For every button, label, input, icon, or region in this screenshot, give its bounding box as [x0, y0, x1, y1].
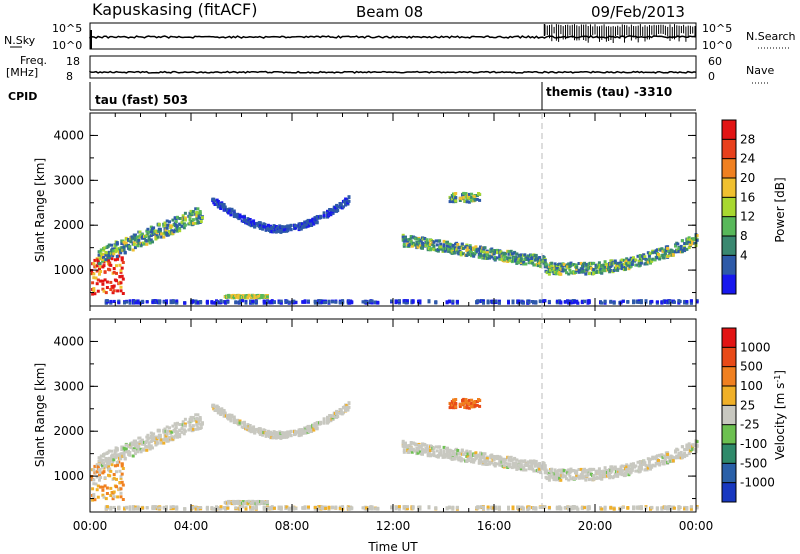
colorbar-swatch — [722, 463, 736, 484]
power-axes: 1000 2000 3000 4000 — [53, 112, 697, 311]
power-colorbar-label: Power [dB] — [773, 177, 787, 242]
colorbar-swatch — [722, 139, 736, 160]
colorbar-tick: 1000 — [740, 340, 771, 354]
power-colorbar: 28 24 20 16 12 8 4 — [721, 119, 755, 295]
colorbar-swatch — [722, 197, 736, 218]
ytick-label: 4000 — [53, 334, 84, 348]
freq-panel-frame — [89, 55, 697, 79]
colorbar-tick: 16 — [740, 190, 755, 204]
colorbar-tick: -100 — [740, 437, 767, 451]
xtick-label: 20:00 — [578, 519, 613, 533]
colorbar-swatch — [722, 274, 736, 295]
velocity-colorbar: 1000 500 100 25 -25 -100 -500 -1000 — [721, 327, 775, 503]
ytick-label: 3000 — [53, 173, 84, 187]
power-ylabel: Slant Range [km] — [33, 158, 47, 262]
nave-label: Nave — [746, 64, 774, 77]
colorbar-swatch — [722, 178, 736, 198]
colorbar-swatch — [722, 120, 736, 140]
cpid-segment-1: tau (fast) 503 — [95, 93, 188, 107]
colorbar-swatch — [722, 444, 736, 464]
colorbar-swatch — [722, 386, 736, 406]
colorbar-tick: 100 — [740, 379, 763, 393]
cpid-segment-2: themis (tau) -3310 — [546, 85, 672, 99]
xtick-label: 08:00 — [275, 519, 310, 533]
colorbar-tick: -1000 — [740, 476, 775, 490]
colorbar-tick: 4 — [740, 248, 748, 262]
colorbar-swatch — [722, 216, 736, 237]
velocity-panel-frame — [89, 318, 697, 513]
colorbar-tick: 500 — [740, 360, 763, 374]
colorbar-tick: -25 — [740, 418, 760, 432]
xtick-label: 16:00 — [477, 519, 512, 533]
colorbar-tick: 12 — [740, 210, 755, 224]
xtick-label: 12:00 — [376, 519, 411, 533]
colorbar-tick: 25 — [740, 398, 755, 412]
colorbar-swatch — [722, 424, 736, 445]
freq-unit: [MHz] — [6, 66, 38, 79]
colorbar-swatch — [722, 347, 736, 368]
xtick-label: 00:00 — [73, 519, 108, 533]
colorbar-tick: 28 — [740, 132, 755, 146]
nave-tick-top: 60 — [708, 55, 722, 68]
nsky-label: N.Sky — [4, 34, 36, 47]
colorbar-swatch — [722, 328, 736, 348]
colorbar-tick: 20 — [740, 171, 755, 185]
colorbar-tick: -500 — [740, 456, 767, 470]
power-data — [90, 191, 699, 305]
nsky-trace — [89, 35, 697, 39]
colorbar-swatch — [722, 236, 736, 256]
xtick-label: 00:00 — [679, 519, 714, 533]
colorbar-tick: 24 — [740, 152, 755, 166]
x-axis-label: Time UT — [367, 540, 418, 554]
nsearch-tick-bottom: 10^0 — [702, 39, 732, 52]
colorbar-swatch — [722, 482, 736, 503]
velocity-colorbar-label: Velocity [m s-1] — [773, 370, 787, 460]
nsky-tick-bottom: 10^0 — [52, 39, 82, 52]
velocity-data — [90, 397, 699, 511]
nsearch-label: N.Search — [746, 30, 796, 43]
colorbar-swatch — [722, 255, 736, 276]
ytick-label: 1000 — [53, 263, 84, 277]
nsearch-tick-top: 10^5 — [702, 22, 732, 35]
freq-tick-bottom: 8 — [66, 70, 73, 83]
nsky-tick-top: 10^5 — [52, 22, 82, 35]
nave-tick-bottom: 0 — [708, 70, 715, 83]
xtick-label: 04:00 — [174, 519, 209, 533]
ytick-label: 3000 — [53, 379, 84, 393]
freq-trace — [89, 70, 697, 74]
colorbar-tick: 8 — [740, 229, 748, 243]
nsearch-trace — [543, 24, 696, 43]
ytick-label: 1000 — [53, 469, 84, 483]
ytick-label: 2000 — [53, 218, 84, 232]
velocity-axes: 1000 2000 3000 4000 00:00 04:00 08:00 12:00 16:0… — [53, 318, 714, 533]
colorbar-swatch — [722, 405, 736, 426]
colorbar-swatch — [722, 158, 736, 179]
freq-tick-top: 18 — [66, 55, 80, 68]
station-title: Kapuskasing (fitACF) — [92, 0, 257, 19]
power-panel-frame — [89, 112, 697, 307]
freq-label: Freq. — [20, 54, 47, 67]
ytick-label: 4000 — [53, 128, 84, 142]
velocity-ylabel: Slant Range [km] — [33, 363, 47, 467]
beam-title: Beam 08 — [356, 3, 423, 21]
date-title: 09/Feb/2013 — [591, 3, 685, 21]
ytick-label: 2000 — [53, 424, 84, 438]
cpid-label: CPID — [8, 90, 37, 103]
colorbar-swatch — [722, 366, 736, 387]
